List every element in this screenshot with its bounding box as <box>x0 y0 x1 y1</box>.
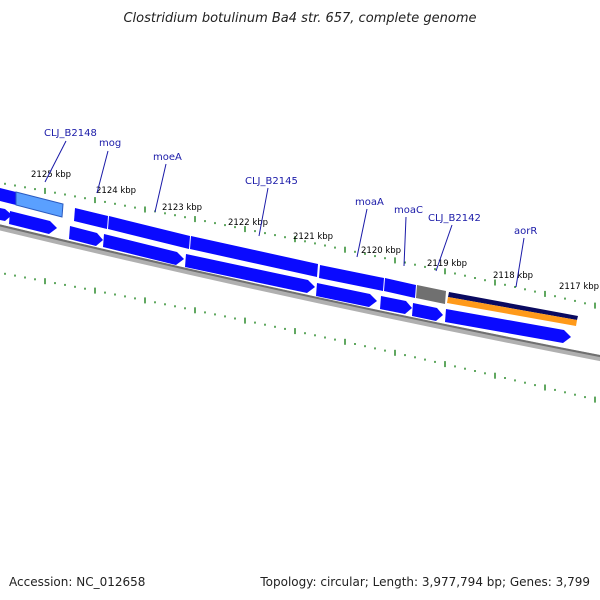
arrow-gene-3[interactable] <box>103 234 184 265</box>
feature-moea-outer[interactable] <box>108 216 190 249</box>
gc-content-track-outer <box>4 182 596 309</box>
feature-track-outer <box>0 188 578 326</box>
gene-label-clj-b2145[interactable]: CLJ_B2145 <box>245 176 298 187</box>
feature-clj-b2148-outer[interactable] <box>0 188 16 205</box>
arrow-gene-2[interactable] <box>69 226 103 246</box>
gene-label-moea[interactable]: moeA <box>153 152 182 163</box>
genome-summary-text: Topology: circular; Length: 3,977,794 bp… <box>259 575 590 589</box>
genome-title: Clostridium botulinum Ba4 str. 657, comp… <box>123 11 476 26</box>
genome-backbone <box>0 224 600 362</box>
gc-content-track-inner <box>4 272 596 403</box>
tick-label: 2125 kbp <box>31 170 71 180</box>
feature-mog-outer[interactable] <box>74 208 108 229</box>
tick-label: 2123 kbp <box>162 203 202 213</box>
tick-label: 2122 kbp <box>228 218 268 228</box>
gene-labels: CLJ_B2148 mog moeA CLJ_B2145 moaA moaC C… <box>44 128 537 237</box>
arrow-gene-6[interactable] <box>380 296 412 314</box>
arrow-gene-4[interactable] <box>185 254 315 293</box>
feature-gray-outer[interactable] <box>416 285 446 304</box>
gene-label-mog[interactable]: mog <box>99 138 121 149</box>
tick-label: 2121 kbp <box>293 232 333 242</box>
arrow-gene-0[interactable] <box>0 208 12 221</box>
feature-moaa-outer[interactable] <box>319 265 384 291</box>
feature-track-inner <box>0 208 571 343</box>
gene-label-moaa[interactable]: moaA <box>355 197 384 208</box>
feature-clj-b2148-highlight[interactable] <box>15 191 64 218</box>
gene-label-leaders <box>44 140 525 288</box>
feature-moac-outer[interactable] <box>384 278 416 298</box>
tick-label: 2117 kbp <box>559 282 599 292</box>
feature-aorr-orange[interactable] <box>447 297 577 326</box>
tick-label: 2118 kbp <box>493 271 533 281</box>
tick-label: 2119 kbp <box>427 259 467 269</box>
kbp-tick-labels: 2125 kbp 2124 kbp 2123 kbp 2122 kbp 2121… <box>31 170 599 292</box>
gene-label-clj-b2148[interactable]: CLJ_B2148 <box>44 128 97 139</box>
gene-label-moac[interactable]: moaC <box>394 205 423 216</box>
tick-label: 2120 kbp <box>361 246 401 256</box>
arrow-gene-1[interactable] <box>9 211 57 234</box>
tick-label: 2124 kbp <box>96 186 136 196</box>
accession-text: Accession: NC_012658 <box>9 575 145 589</box>
gene-label-clj-b2142[interactable]: CLJ_B2142 <box>428 213 481 224</box>
arrow-gene-7[interactable] <box>412 303 443 321</box>
arrow-gene-8[interactable] <box>445 309 571 343</box>
feature-clj-b2145-outer[interactable] <box>190 236 318 277</box>
feature-aorr-dark[interactable] <box>448 292 578 320</box>
arrow-gene-5[interactable] <box>316 283 377 307</box>
gene-label-aorr[interactable]: aorR <box>514 226 537 237</box>
